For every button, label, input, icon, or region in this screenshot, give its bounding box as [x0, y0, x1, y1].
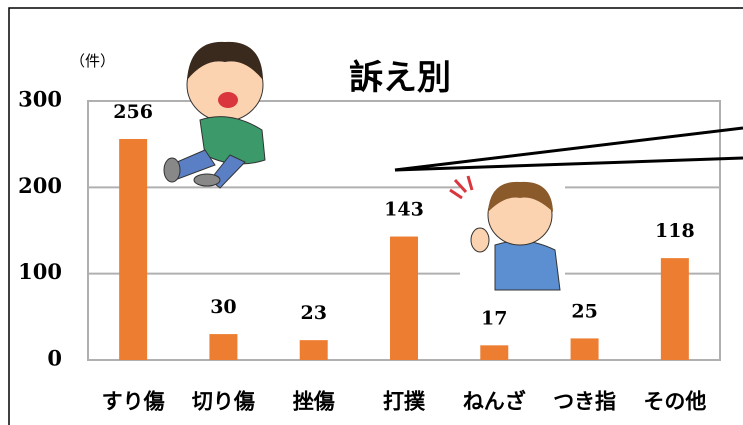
bar [571, 338, 599, 360]
data-label: 118 [655, 220, 695, 242]
y-tick-label: 300 [18, 87, 62, 112]
chart-title: 訴え別 [349, 58, 451, 98]
illustration-boy-crying [164, 42, 265, 188]
x-tick-label: つき指 [553, 389, 616, 414]
illustration-boy-hurt [450, 176, 565, 290]
x-tick-label: すり傷 [102, 389, 165, 414]
data-label: 143 [384, 199, 424, 221]
bar [300, 340, 328, 360]
x-tick-label: 挫傷 [293, 389, 335, 414]
bar [119, 139, 147, 360]
y-tick-label: 0 [47, 346, 62, 371]
data-label: 23 [300, 302, 326, 324]
chart: （件） 訴え別 0 100 200 300 すり傷 256 切り傷 30 挫傷 23 打撲 143 ねん… [0, 0, 743, 425]
plot-area: 0 100 200 300 すり傷 256 切り傷 30 挫傷 23 打撲 143 ねんざ 17 つき指 25… [18, 87, 720, 414]
data-label: 25 [571, 300, 597, 322]
x-tick-label: 切り傷 [192, 389, 255, 414]
bar [480, 345, 508, 360]
data-label: 256 [113, 101, 153, 123]
data-label: 30 [210, 296, 236, 318]
bar [390, 237, 418, 360]
y-axis-label: （件） [70, 52, 115, 70]
x-tick-label: 打撲 [383, 389, 426, 414]
y-tick-label: 200 [18, 173, 62, 198]
x-tick-label: その他 [643, 389, 706, 414]
bar [209, 334, 237, 360]
y-tick-label: 100 [18, 259, 62, 284]
x-tick-label: ねんざ [463, 389, 526, 414]
data-label: 17 [481, 307, 507, 329]
bar [661, 258, 689, 360]
